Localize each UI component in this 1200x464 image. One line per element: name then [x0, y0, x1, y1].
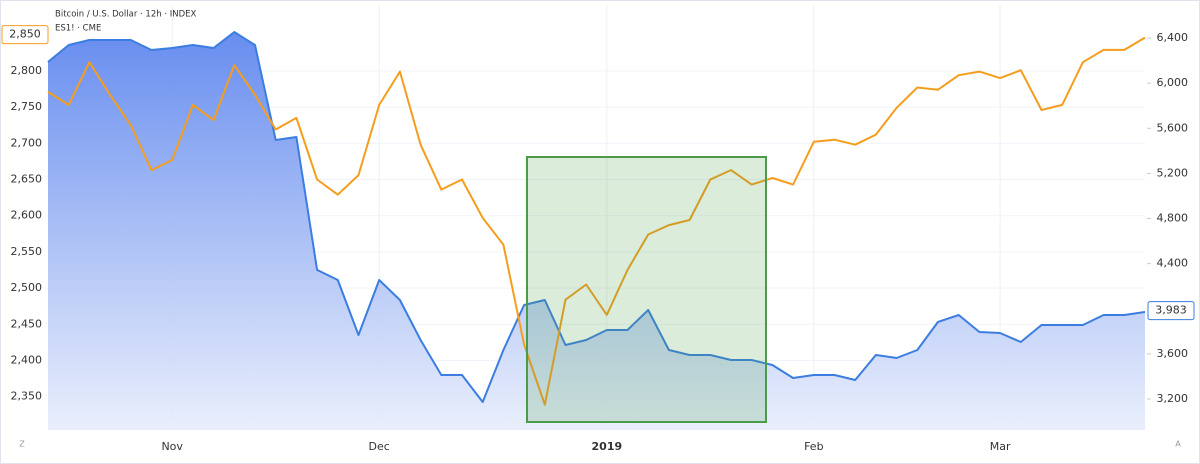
y-tick-label: 2,350 [11, 390, 43, 403]
y2-tick-label: 5,200 [1157, 166, 1189, 179]
x-tick-label: Feb [804, 440, 823, 453]
y2-tick-label: 4,400 [1157, 257, 1189, 270]
button[interactable]: Z [19, 440, 25, 449]
y2-tick-label: 6,400 [1157, 31, 1189, 44]
y-tick-label: 2,500 [11, 281, 43, 294]
price-tag-label: 2,850 [9, 28, 41, 41]
x-tick-label: Mar [990, 440, 1011, 453]
x-tick-label: Nov [161, 440, 183, 453]
y-tick-label: 2,400 [11, 353, 43, 366]
x-tick-label: 2019 [592, 440, 623, 453]
series-line [47, 31, 1146, 403]
price-tag-label: 3,983 [1155, 304, 1187, 317]
x-tick-label: Dec [369, 440, 390, 453]
y-tick-label: 2,800 [11, 64, 43, 77]
y2-tick-label: 4,800 [1157, 212, 1189, 225]
button[interactable]: A [1175, 440, 1181, 449]
y2-tick-label: 6,000 [1157, 76, 1189, 89]
y2-tick-label: 3,200 [1157, 392, 1189, 405]
y-tick-label: 2,750 [11, 100, 43, 113]
y-tick-label: 2,650 [11, 172, 43, 185]
y-tick-label: 2,550 [11, 245, 43, 258]
series-line [47, 36, 1146, 406]
legend-entry: Bitcoin / U.S. Dollar · 12h · INDEX [55, 10, 197, 20]
y-tick-label: 2,450 [11, 317, 43, 330]
legend-entry: ES1! · CME [55, 24, 101, 34]
y-tick-label: 2,700 [11, 136, 43, 149]
y2-tick-label: 3,600 [1157, 347, 1189, 360]
highlight-box [526, 156, 767, 423]
y2-tick-label: 5,600 [1157, 121, 1189, 134]
series-area [48, 32, 1145, 430]
price-tag [1, 25, 49, 45]
series [47, 31, 1146, 430]
y-tick-label: 2,600 [11, 209, 43, 222]
price-tag [1147, 301, 1195, 321]
labels: 2,350 2,400 2,450 2,500 2,550 2,600 2,650 2,700… [1, 25, 1195, 453]
